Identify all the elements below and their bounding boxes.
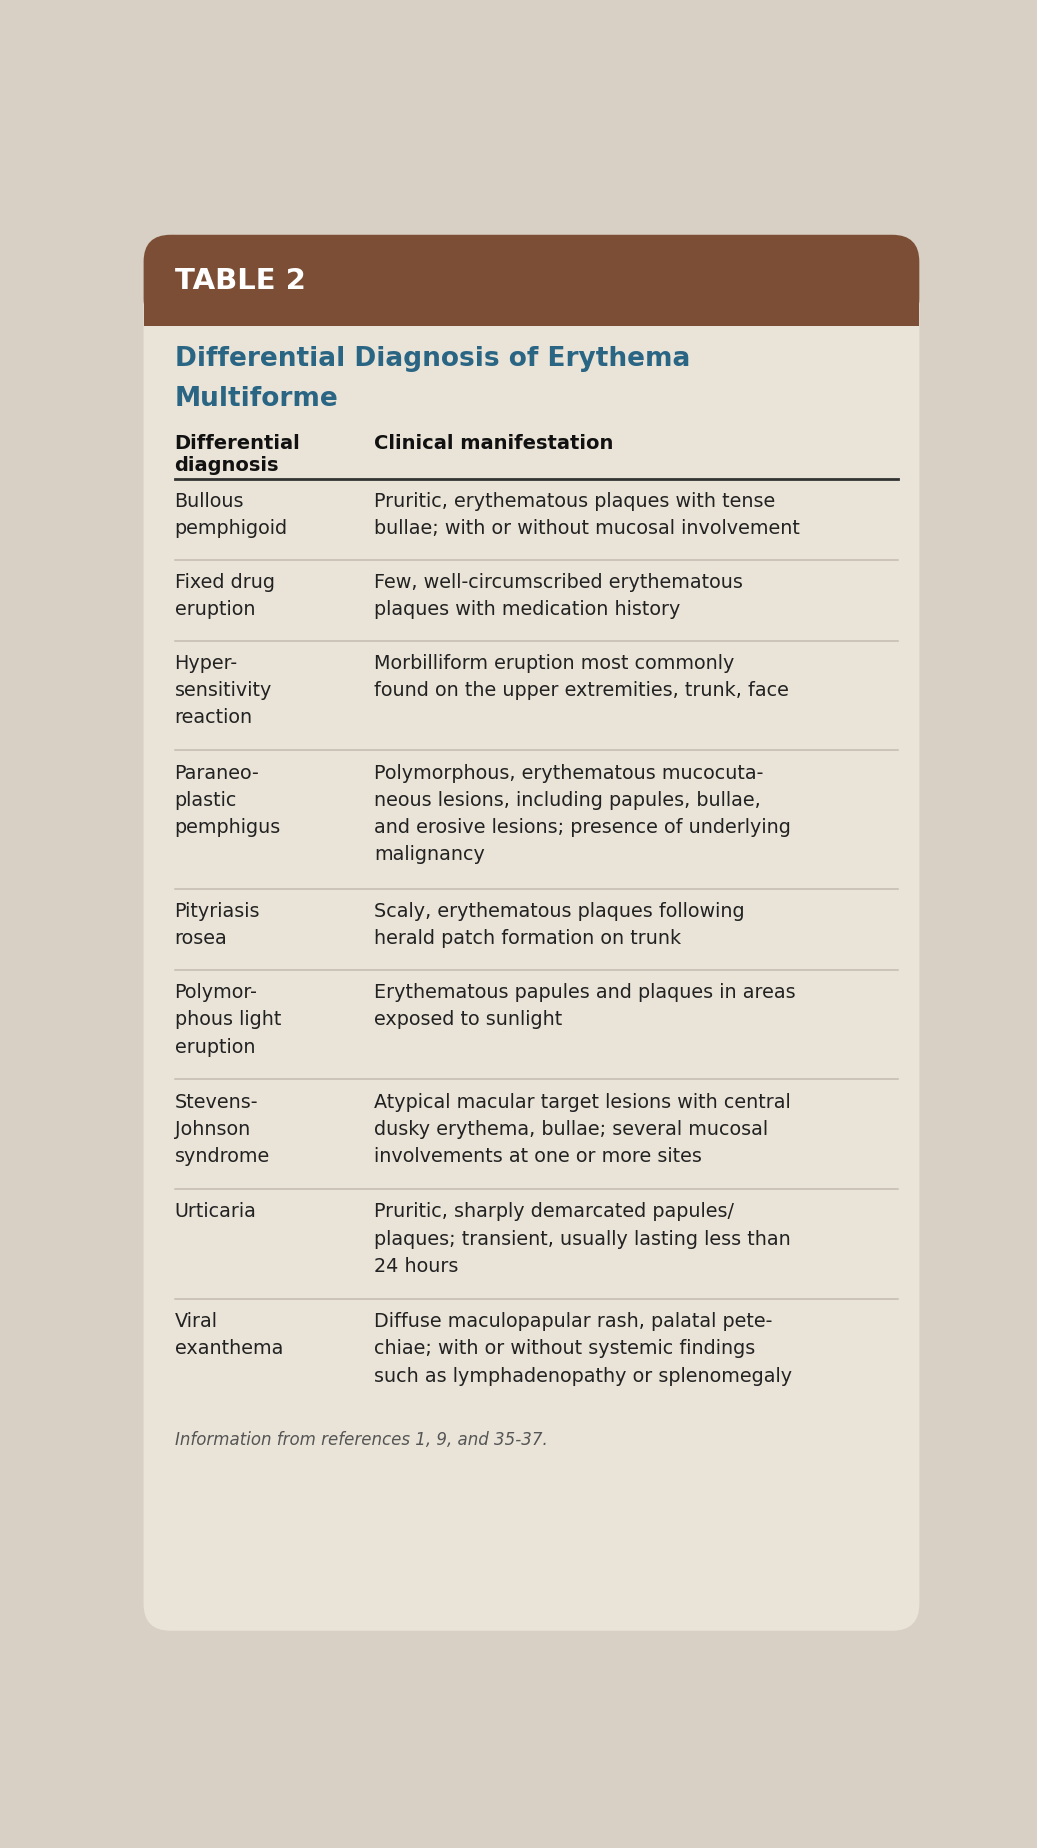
- Text: TABLE 2: TABLE 2: [174, 266, 306, 296]
- Text: Polymorphous, erythematous mucocuta-
neous lesions, including papules, bullae,
a: Polymorphous, erythematous mucocuta- neo…: [373, 763, 790, 863]
- FancyBboxPatch shape: [143, 235, 920, 1632]
- Text: Urticaria: Urticaria: [174, 1201, 256, 1222]
- Text: Hyper-
sensitivity
reaction: Hyper- sensitivity reaction: [174, 654, 272, 726]
- FancyBboxPatch shape: [143, 235, 920, 327]
- Text: Few, well-circumscribed erythematous
plaques with medication history: Few, well-circumscribed erythematous pla…: [373, 573, 742, 619]
- Text: Information from references 1, 9, and 35-37.: Information from references 1, 9, and 35…: [174, 1430, 548, 1449]
- Text: Multiforme: Multiforme: [174, 386, 338, 412]
- Text: Stevens-
Johnson
syndrome: Stevens- Johnson syndrome: [174, 1092, 270, 1166]
- Text: Viral
exanthema: Viral exanthema: [174, 1312, 283, 1358]
- Text: Bullous
pemphigoid: Bullous pemphigoid: [174, 492, 287, 538]
- Text: Diffuse maculopapular rash, palatal pete-
chiae; with or without systemic findin: Diffuse maculopapular rash, palatal pete…: [373, 1312, 792, 1384]
- Text: Clinical manifestation: Clinical manifestation: [373, 434, 613, 453]
- Text: Scaly, erythematous plaques following
herald patch formation on trunk: Scaly, erythematous plaques following he…: [373, 902, 745, 948]
- Text: Erythematous papules and plaques in areas
exposed to sunlight: Erythematous papules and plaques in area…: [373, 983, 795, 1029]
- Text: Pityriasis
rosea: Pityriasis rosea: [174, 902, 260, 948]
- Bar: [143, 296, 920, 327]
- Text: Fixed drug
eruption: Fixed drug eruption: [174, 573, 275, 619]
- Text: Polymor-
phous light
eruption: Polymor- phous light eruption: [174, 983, 281, 1055]
- Text: Morbilliform eruption most commonly
found on the upper extremities, trunk, face: Morbilliform eruption most commonly foun…: [373, 654, 788, 700]
- Text: Differential
diagnosis: Differential diagnosis: [174, 434, 301, 475]
- Text: Differential Diagnosis of Erythema: Differential Diagnosis of Erythema: [174, 346, 690, 371]
- Text: Pruritic, erythematous plaques with tense
bullae; with or without mucosal involv: Pruritic, erythematous plaques with tens…: [373, 492, 800, 538]
- Text: Paraneo-
plastic
pemphigus: Paraneo- plastic pemphigus: [174, 763, 281, 837]
- Text: Atypical macular target lesions with central
dusky erythema, bullae; several muc: Atypical macular target lesions with cen…: [373, 1092, 790, 1166]
- Text: Pruritic, sharply demarcated papules/
plaques; transient, usually lasting less t: Pruritic, sharply demarcated papules/ pl…: [373, 1201, 790, 1275]
